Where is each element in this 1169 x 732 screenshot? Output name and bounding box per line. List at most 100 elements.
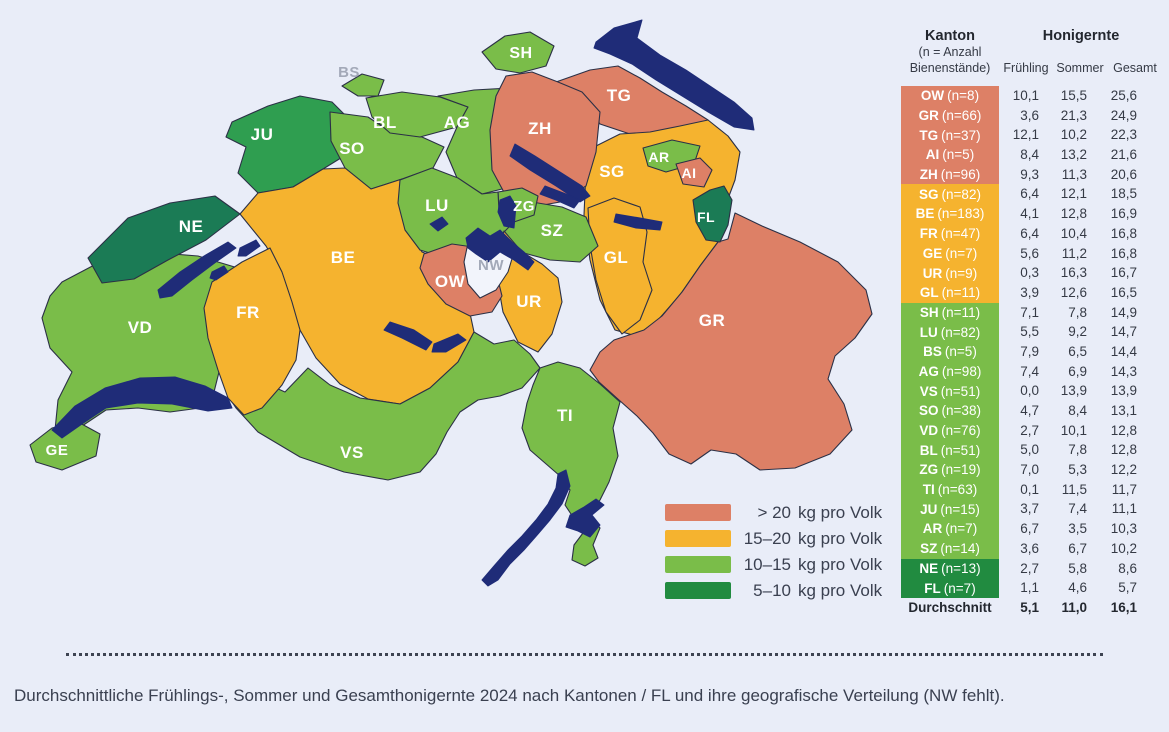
figure-caption: Durchschnittliche Frühlings-, Sommer und… — [14, 686, 1005, 705]
canton-label-tg: TG — [607, 86, 632, 105]
value-gesamt: 14,7 — [1110, 324, 1137, 340]
row-canton-ag: AG (n=98) — [901, 361, 999, 382]
lake — [465, 227, 535, 271]
canton-gr — [589, 212, 873, 471]
value-gesamt: 12,2 — [1110, 462, 1137, 478]
value-gesamt: 24,9 — [1110, 107, 1137, 123]
row-canton-sz: SZ (n=14) — [901, 538, 999, 559]
lake — [431, 333, 467, 353]
row-canton-ju: JU (n=15) — [901, 499, 999, 520]
lake — [565, 498, 605, 538]
value-sommer: 10,1 — [1060, 422, 1087, 438]
value-gesamt: 13,1 — [1110, 403, 1137, 418]
row-canton-sh: SH (n=11) — [901, 302, 999, 323]
value-gesamt: 16,8 — [1110, 245, 1137, 261]
value-fruehling: 5,6 — [1020, 245, 1039, 261]
legend-item: 5–10 kg pro Volk — [665, 581, 882, 600]
value-fruehling: 6,4 — [1020, 186, 1039, 202]
table-header: Kanton Honigernte (n = Anzahl Bienenstän… — [901, 28, 1163, 86]
legend-range: 15–20 — [743, 528, 791, 548]
canton-label-be: BE — [331, 248, 356, 267]
average-sommer: 11,0 — [1061, 599, 1087, 615]
lake — [481, 469, 571, 587]
canton-label-ne: NE — [179, 217, 204, 236]
legend-swatch — [665, 556, 731, 573]
row-canton-bs: BS (n=5) — [901, 341, 999, 362]
value-gesamt: 11,7 — [1111, 481, 1137, 497]
dotted-divider — [66, 653, 1103, 656]
legend-swatch — [665, 582, 731, 599]
row-canton-gr: GR (n=66) — [901, 105, 999, 126]
lake — [237, 239, 261, 257]
row-average-label: Durchschnitt — [908, 600, 992, 616]
legend-swatch — [665, 504, 731, 521]
canton-label-sz: SZ — [541, 221, 564, 240]
value-sommer: 5,8 — [1068, 560, 1087, 576]
value-fruehling: 7,4 — [1020, 363, 1039, 379]
canton-label-lu: LU — [425, 196, 449, 215]
canton-label-gl: GL — [604, 248, 629, 267]
legend-item: 10–15 kg pro Volk — [665, 554, 883, 574]
canton-label-vd: VD — [128, 318, 153, 337]
row-canton-lu: LU (n=82) — [901, 322, 999, 342]
harvest-table: Kanton Honigernte (n = Anzahl Bienenstän… — [901, 28, 1163, 618]
value-gesamt: 21,6 — [1110, 147, 1137, 163]
value-gesamt: 12,8 — [1110, 442, 1137, 458]
lake — [383, 321, 433, 351]
average-gesamt: 16,1 — [1110, 599, 1137, 615]
canton-label-ti: TI — [557, 406, 573, 425]
legend-range: 10–15 — [743, 554, 791, 574]
legend-unit: kg pro Volk — [798, 554, 883, 574]
value-fruehling: 7,9 — [1020, 343, 1039, 359]
value-sommer: 12,6 — [1060, 284, 1087, 300]
row-canton-ur: UR (n=9) — [901, 263, 999, 283]
row-canton-ti: TI (n=63) — [901, 479, 999, 500]
canton-label-vs: VS — [340, 443, 364, 462]
value-sommer: 6,5 — [1068, 343, 1087, 359]
value-sommer: 11,3 — [1061, 166, 1087, 182]
row-canton-ge: GE (n=7) — [901, 243, 999, 264]
value-sommer: 16,3 — [1060, 265, 1087, 281]
lake — [429, 216, 449, 232]
canton-label-zh: ZH — [528, 119, 552, 138]
header-n-line2: Bienenstände) — [909, 61, 991, 75]
row-canton-fl: FL (n=7) — [901, 578, 999, 598]
row-canton-be: BE (n=183) — [901, 204, 999, 224]
value-gesamt: 11,1 — [1111, 501, 1137, 517]
value-fruehling: 4,1 — [1020, 206, 1039, 222]
canton-label-zg: ZG — [513, 198, 535, 215]
legend-swatch — [665, 530, 731, 547]
value-gesamt: 16,5 — [1110, 284, 1137, 300]
value-sommer: 15,5 — [1060, 88, 1087, 103]
col-header-honigernte: Honigernte — [1042, 28, 1120, 44]
col-header-gesamt: Gesamt — [1113, 61, 1157, 75]
canton-label-bl: BL — [373, 113, 397, 132]
legend-item: 15–20 kg pro Volk — [665, 528, 882, 548]
canton-fr — [203, 247, 301, 416]
lake — [157, 241, 237, 299]
row-canton-fr: FR (n=47) — [901, 223, 999, 244]
value-fruehling: 10,1 — [1012, 88, 1039, 103]
value-fruehling: 6,4 — [1020, 225, 1039, 241]
value-gesamt: 18,5 — [1110, 186, 1137, 202]
canton-label-so: SO — [339, 139, 365, 158]
table-body: OW (n=8) 10,1 15,5 25,6 GR (n=66) 3,6 21,3 24,9 TG… — [901, 86, 1163, 618]
value-fruehling: 4,7 — [1020, 403, 1039, 418]
value-gesamt: 12,8 — [1110, 422, 1137, 438]
value-gesamt: 16,7 — [1110, 265, 1137, 281]
canton-label-fl: FL — [697, 209, 715, 225]
value-sommer: 10,2 — [1060, 127, 1087, 143]
value-fruehling: 1,1 — [1020, 580, 1039, 596]
legend-item: > 20 kg pro Volk — [665, 503, 882, 522]
canton-gl — [587, 197, 653, 335]
value-fruehling: 9,3 — [1020, 166, 1039, 182]
value-fruehling: 3,6 — [1020, 540, 1039, 556]
value-fruehling: 0,3 — [1020, 265, 1039, 281]
value-sommer: 8,4 — [1068, 403, 1087, 418]
value-fruehling: 6,7 — [1020, 521, 1039, 537]
row-canton-ne: NE (n=13) — [901, 558, 999, 579]
value-gesamt: 5,7 — [1118, 580, 1137, 596]
canton-label-ag: AG — [444, 113, 471, 132]
canton-label-sh: SH — [509, 45, 532, 62]
value-sommer: 21,3 — [1060, 107, 1087, 123]
